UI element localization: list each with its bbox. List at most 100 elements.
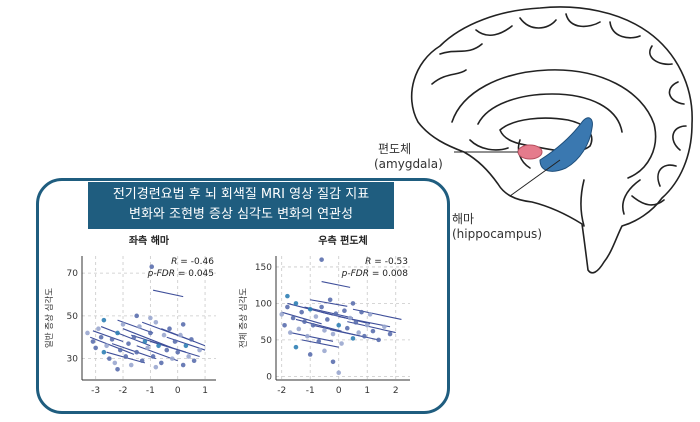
data-point	[282, 322, 287, 328]
data-point	[169, 356, 175, 361]
data-point	[362, 333, 367, 339]
trend-segment	[338, 316, 391, 328]
data-point	[359, 309, 364, 315]
data-point	[109, 337, 115, 342]
data-point	[344, 325, 350, 331]
data-point	[183, 343, 189, 349]
trend-segment	[100, 326, 151, 347]
data-point	[302, 319, 307, 324]
data-point	[164, 347, 170, 353]
data-point	[175, 349, 181, 355]
data-point	[142, 339, 148, 344]
data-point	[287, 330, 293, 335]
data-point	[316, 339, 322, 344]
y-tick-label: 100	[255, 299, 272, 309]
data-point	[293, 344, 299, 350]
data-point	[104, 343, 109, 349]
data-point	[112, 360, 118, 366]
data-point	[307, 306, 313, 312]
data-point	[296, 326, 302, 332]
x-tick-label: 1	[364, 386, 370, 396]
panel-title-banner: 전기경련요법 후 뇌 회색질 MRI 영상 질감 지표 변화와 조현병 증상 심…	[88, 182, 394, 229]
data-point	[347, 315, 353, 321]
x-tick-label: 1	[202, 386, 208, 396]
trend-segment	[152, 289, 184, 298]
data-point	[131, 334, 137, 340]
data-point	[137, 324, 142, 329]
data-point	[333, 311, 339, 316]
amygdala-shape	[517, 144, 543, 160]
data-point	[356, 330, 361, 335]
x-tick-label: 2	[393, 386, 399, 396]
trend-segment	[161, 328, 206, 347]
data-point	[98, 334, 104, 340]
data-point	[145, 345, 150, 351]
data-point	[153, 319, 159, 325]
y-tick-label: 70	[67, 269, 79, 279]
r-value-label: R = -0.53	[365, 257, 408, 267]
trend-segment	[304, 306, 354, 319]
data-point	[387, 331, 393, 337]
trend-segment	[122, 328, 173, 349]
data-point	[322, 328, 327, 333]
data-point	[115, 367, 120, 372]
data-point	[370, 328, 376, 334]
x-tick-label: -2	[277, 386, 286, 396]
data-point	[90, 339, 96, 344]
x-tick-label: -1	[306, 386, 315, 396]
hippocampus-label-en: (hippocampus)	[452, 227, 542, 241]
y-axis-label: 전체 증상 심각도	[238, 288, 249, 348]
data-point	[330, 331, 336, 337]
amygdala-label-ko: 편도체	[378, 142, 412, 156]
data-point	[180, 362, 186, 368]
data-point	[123, 354, 129, 359]
data-point	[285, 293, 290, 299]
data-point	[107, 356, 112, 361]
trend-segment	[111, 343, 157, 360]
data-point	[156, 343, 161, 349]
data-point	[350, 336, 356, 341]
data-point	[364, 322, 370, 328]
data-point	[139, 358, 145, 364]
data-point	[376, 337, 381, 343]
chart-title: 좌측 해마	[129, 234, 170, 247]
x-tick-label: 0	[336, 386, 342, 396]
data-point	[319, 304, 324, 310]
data-point	[299, 309, 304, 315]
data-point	[290, 315, 296, 321]
hippocampus-pointer	[509, 159, 561, 197]
data-point	[367, 312, 373, 317]
data-point	[305, 333, 310, 339]
data-point	[148, 315, 153, 321]
data-point	[293, 301, 299, 306]
data-point	[197, 347, 202, 353]
data-point	[325, 317, 330, 322]
data-point	[322, 348, 327, 354]
panel-title-line2: 변화와 조현병 증상 심각도 변화의 연관성	[129, 207, 353, 222]
trend-segment	[290, 332, 334, 342]
data-point	[128, 362, 134, 368]
data-point	[313, 314, 319, 319]
data-point	[342, 308, 347, 314]
trend-segment	[301, 339, 339, 348]
data-point	[350, 301, 356, 306]
data-point	[134, 313, 139, 319]
data-point	[93, 345, 98, 351]
data-point	[180, 322, 186, 327]
data-point	[148, 330, 153, 336]
data-point	[336, 370, 342, 376]
data-point	[85, 330, 90, 336]
right-amygdala-chart: 우측 편도체 -2 -1 0 1 2 0 50 100 150 전체 증상 심각도 R = -0.53…	[238, 234, 410, 396]
data-point	[161, 332, 167, 338]
p-value-label: p-FDR = 0.045	[147, 269, 214, 279]
hippocampus-label-ko: 해마	[452, 212, 475, 226]
data-point	[167, 326, 172, 331]
data-point	[101, 349, 107, 355]
hippocampus-shape	[539, 117, 593, 172]
x-tick-label: -3	[91, 386, 100, 396]
data-point	[178, 332, 183, 338]
data-point	[339, 341, 344, 346]
data-point	[285, 304, 290, 310]
y-tick-label: 50	[67, 312, 79, 322]
